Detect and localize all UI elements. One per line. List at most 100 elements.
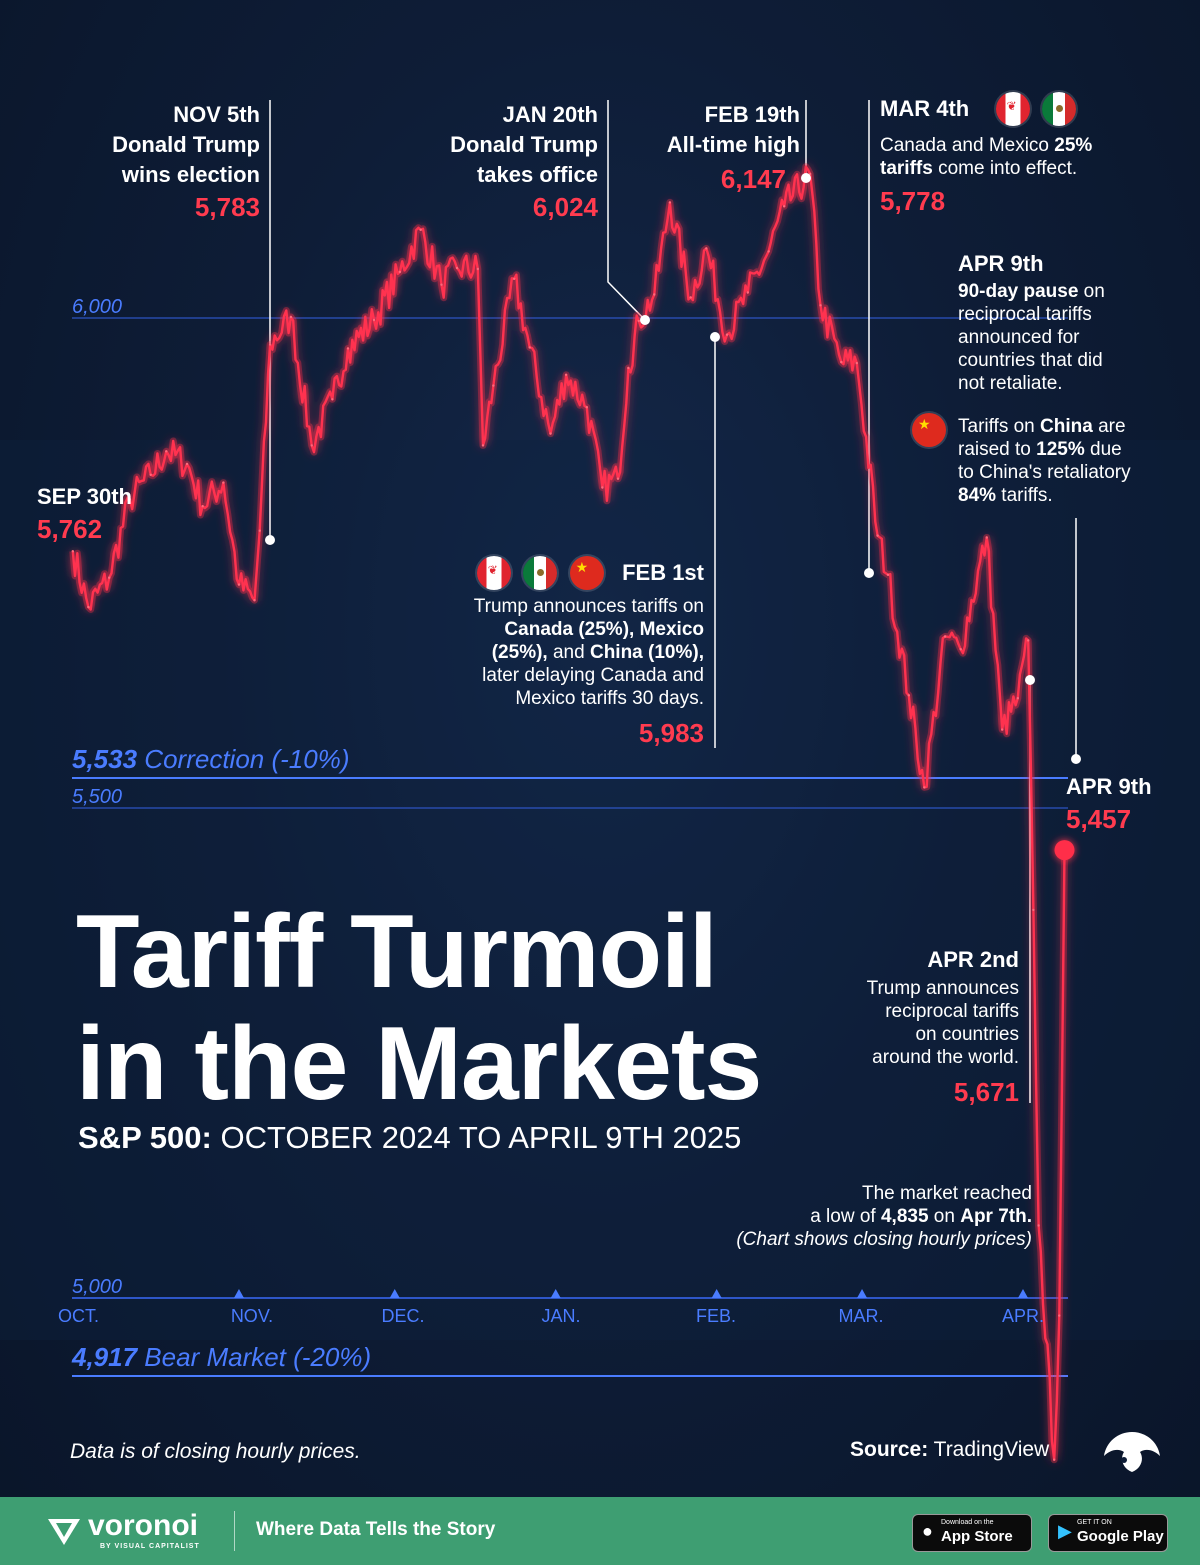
data-point [616, 477, 620, 480]
china-flag-icon [912, 413, 946, 447]
x-tick-marker [389, 1289, 400, 1298]
bear-label: 4,917 Bear Market (-20%) [72, 1342, 371, 1373]
data-point [886, 573, 890, 576]
data-point [959, 648, 962, 651]
data-point [440, 283, 443, 286]
dot-feb19 [801, 173, 811, 183]
source: Source: TradingView [850, 1438, 1049, 1462]
mar4-line2: tariffs come into effect. [880, 158, 1078, 179]
china-flag-icon [569, 556, 604, 590]
mar4-date: MAR 4th [880, 96, 970, 121]
apr9-note-l2: reciprocal tariffs [958, 304, 1092, 325]
mar4-line1: Canada and Mexico 25% [880, 135, 1093, 156]
apple-icon: ● [922, 1521, 933, 1541]
data-point [585, 406, 588, 409]
data-point [289, 315, 293, 319]
apr9-value: 5,457 [1066, 804, 1132, 834]
correction-label: 5,533 Correction (-10%) [72, 744, 349, 775]
subtitle-bold: S&P 500: [78, 1120, 212, 1155]
data-point [627, 366, 630, 370]
voronoi-brand-sub: BY VISUAL CAPITALIST [100, 1543, 200, 1550]
feb19-line1: All-time high [666, 132, 800, 157]
x-tick-oct: OCT. [58, 1306, 100, 1326]
data-point [1027, 639, 1030, 642]
low-l3: (Chart shows closing hourly prices) [736, 1229, 1032, 1250]
dot-mar4 [864, 568, 874, 578]
correction-text: Correction (-10%) [137, 744, 350, 774]
data-point [492, 384, 495, 387]
apr9-note-date: APR 9th [958, 251, 1044, 276]
x-tick-dec: DEC. [381, 1306, 425, 1326]
title-line1: Tariff Turmoil [76, 894, 718, 1010]
canada-flag-icon [995, 92, 1030, 126]
dot-apr9-note [1071, 754, 1081, 764]
data-point [455, 266, 459, 270]
sep30-date: SEP 30th [37, 484, 132, 509]
apr9-note-l3: announced for [958, 327, 1080, 348]
googleplay-small: GET IT ON [1077, 1519, 1112, 1526]
data-point [668, 201, 672, 204]
data-point [746, 291, 749, 294]
feb1-l4: later delaying Canada and [482, 665, 704, 686]
apr2-l3: on countries [915, 1024, 1019, 1045]
data-point [819, 304, 822, 307]
data-point [705, 247, 708, 250]
data-point [87, 605, 90, 609]
apr9-china-l2: raised to 125% due [958, 439, 1122, 460]
bear-value: 4,917 [72, 1342, 138, 1372]
dot-nov5 [265, 535, 275, 545]
data-point [601, 486, 604, 489]
data-point [943, 635, 947, 638]
app-store-button[interactable]: ● Download on the App Store [912, 1514, 1032, 1552]
subtitle-rest: OCTOBER 2024 TO APRIL 9TH 2025 [211, 1120, 742, 1155]
nov5-date: NOV 5th [173, 102, 260, 127]
sep30-value: 5,762 [37, 514, 103, 544]
apr9-note-l4: countries that did [958, 350, 1103, 371]
feb1-l5: Mexico tariffs 30 days. [515, 688, 704, 709]
feb1-date: FEB 1st [622, 560, 704, 585]
annotation-dots [265, 173, 1081, 764]
annotation-jan20: JAN 20th Donald Trump takes office 6,024 [398, 102, 598, 223]
x-tick-marker [1018, 1289, 1028, 1298]
data-point [549, 432, 552, 435]
apr2-l4: around the world. [872, 1047, 1019, 1068]
source-value: TradingView [928, 1438, 1050, 1461]
data-point [108, 576, 111, 579]
main-title: Tariff Turmoil in the Markets [76, 894, 762, 1120]
data-point [1001, 728, 1004, 731]
data-point [653, 293, 656, 296]
data-point [372, 318, 376, 322]
feb1-l3: (25%), and China (10%), [491, 642, 704, 663]
x-tick-apr: APR. [1001, 1306, 1044, 1326]
google-play-button[interactable]: ▶ GET IT ON Google Play [1048, 1514, 1168, 1552]
appstore-small: Download on the [941, 1519, 994, 1526]
apr9-note-l5: not retaliate. [958, 373, 1063, 394]
dot-apr2 [1025, 675, 1035, 685]
nov5-line2: wins election [121, 162, 260, 187]
googleplay-big: Google Play [1077, 1528, 1164, 1545]
data-point [689, 296, 692, 299]
data-point [513, 277, 516, 280]
series-line-sp500 [71, 165, 1066, 1461]
y-tick-5000: 5,000 [72, 1276, 123, 1298]
data-point [253, 599, 256, 602]
apr9-date: APR 9th [1066, 774, 1152, 799]
dot-feb1 [710, 332, 720, 342]
annotation-sep30: SEP 30th 5,762 [37, 484, 132, 545]
voronoi-brand[interactable]: voronoi [88, 1509, 198, 1542]
footer-tagline: Where Data Tells the Story [256, 1519, 496, 1540]
nov5-value: 5,783 [194, 192, 260, 222]
footer: voronoi BY VISUAL CAPITALIST Where Data … [0, 1497, 1200, 1565]
data-point [876, 534, 879, 537]
annotation-feb1: FEB 1st Trump announces tariffs on Canad… [400, 556, 704, 749]
data-point [725, 333, 729, 336]
data-point [767, 250, 770, 253]
visual-capitalist-logo-icon [1104, 1432, 1160, 1472]
apr2-value: 5,671 [953, 1077, 1019, 1107]
canada-flag-icon [476, 556, 511, 590]
apr9-china-l3: to China's retaliatory [958, 462, 1131, 483]
play-icon: ▶ [1058, 1521, 1072, 1541]
data-point [985, 536, 988, 539]
x-tick-marker [233, 1289, 244, 1298]
data-point [222, 481, 225, 484]
